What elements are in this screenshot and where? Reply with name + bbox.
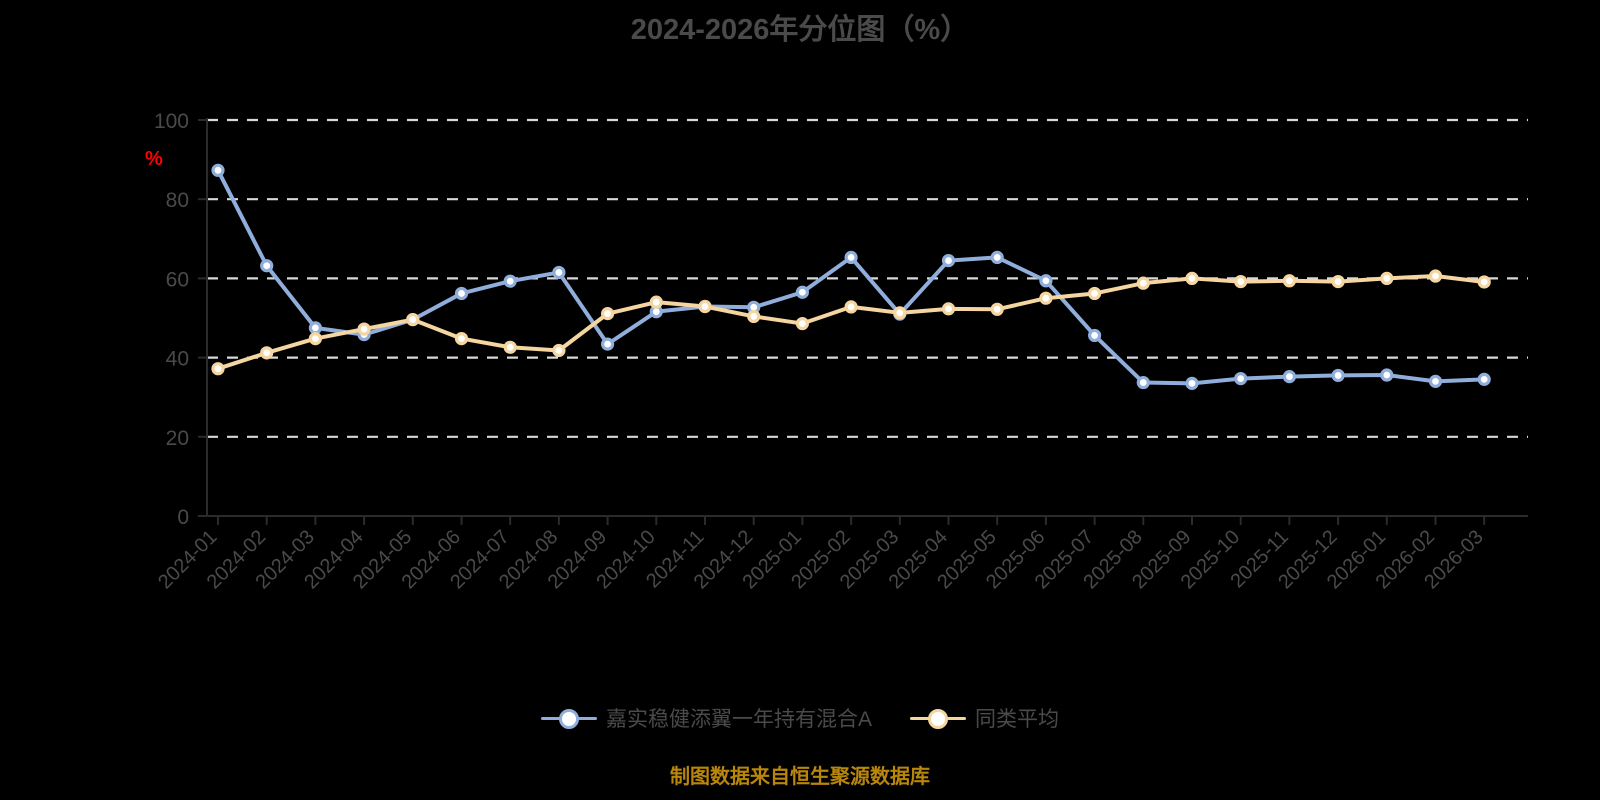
- data-point[interactable]: [211, 362, 225, 376]
- data-point[interactable]: [747, 309, 761, 324]
- data-point[interactable]: [1428, 269, 1443, 283]
- data-point[interactable]: [844, 300, 858, 314]
- legend-item-0[interactable]: 嘉实稳健添翼一年持有混合A: [540, 703, 872, 733]
- y-axis-tick-label: 0: [177, 506, 189, 529]
- data-point[interactable]: [260, 346, 274, 360]
- legend-marker-icon: [540, 706, 597, 730]
- data-point[interactable]: [552, 265, 566, 280]
- data-point[interactable]: [503, 340, 517, 354]
- data-point[interactable]: [1185, 376, 1199, 390]
- data-point[interactable]: [1087, 328, 1102, 343]
- data-point[interactable]: [357, 322, 371, 336]
- data-point[interactable]: [1039, 291, 1053, 305]
- data-point[interactable]: [1136, 375, 1150, 390]
- data-point[interactable]: [941, 253, 956, 268]
- data-point[interactable]: [1477, 372, 1491, 386]
- data-point[interactable]: [795, 316, 810, 331]
- data-point[interactable]: [454, 286, 469, 301]
- data-point[interactable]: [1380, 368, 1394, 382]
- data-point[interactable]: [308, 321, 322, 335]
- data-point[interactable]: [1477, 275, 1491, 289]
- data-point[interactable]: [1087, 286, 1102, 301]
- data-point[interactable]: [600, 337, 615, 351]
- y-axis-unit-label: %: [145, 148, 163, 170]
- data-point[interactable]: [552, 343, 566, 358]
- data-point[interactable]: [600, 307, 615, 321]
- data-point[interactable]: [941, 302, 956, 316]
- data-point[interactable]: [1039, 274, 1053, 288]
- line-chart-plot: 020406080100%2024-012024-022024-032024-0…: [145, 110, 1528, 593]
- data-point[interactable]: [1234, 274, 1248, 289]
- data-point[interactable]: [211, 163, 225, 177]
- data-point[interactable]: [649, 295, 663, 309]
- data-point[interactable]: [698, 299, 712, 314]
- data-point[interactable]: [1428, 374, 1443, 388]
- data-point[interactable]: [1185, 271, 1199, 285]
- data-point[interactable]: [260, 259, 274, 273]
- data-point[interactable]: [1331, 368, 1345, 383]
- legend-label: 嘉实稳健添翼一年持有混合A: [605, 708, 872, 731]
- data-point[interactable]: [795, 285, 810, 299]
- data-point[interactable]: [454, 331, 469, 346]
- legend-label: 同类平均: [975, 708, 1059, 731]
- y-axis-tick-label: 20: [166, 427, 189, 450]
- data-point[interactable]: [1282, 274, 1297, 288]
- data-source-note: 制图数据来自恒生聚源数据库: [670, 766, 930, 788]
- data-point[interactable]: [308, 331, 322, 346]
- legend-item-1[interactable]: 同类平均: [910, 703, 1059, 733]
- chart-title: 2024-2026年分位图（%）: [630, 14, 970, 46]
- data-point[interactable]: [1331, 274, 1345, 289]
- data-point[interactable]: [990, 250, 1004, 265]
- data-point[interactable]: [406, 312, 420, 327]
- chart-legend: 嘉实稳健添翼一年持有混合A 同类平均: [0, 703, 1600, 733]
- data-point[interactable]: [1380, 271, 1394, 285]
- y-axis-tick-label: 80: [166, 189, 189, 212]
- data-point[interactable]: [1234, 371, 1248, 386]
- data-point[interactable]: [990, 302, 1004, 316]
- data-point[interactable]: [844, 250, 858, 265]
- data-point[interactable]: [503, 274, 517, 288]
- legend-marker-icon: [910, 706, 966, 730]
- data-point[interactable]: [1282, 370, 1297, 384]
- data-point[interactable]: [893, 306, 907, 320]
- data-point[interactable]: [1136, 276, 1150, 290]
- y-axis-tick-label: 60: [166, 268, 189, 291]
- y-axis-tick-label: 40: [166, 348, 189, 371]
- y-axis-tick-label: 100: [154, 110, 189, 133]
